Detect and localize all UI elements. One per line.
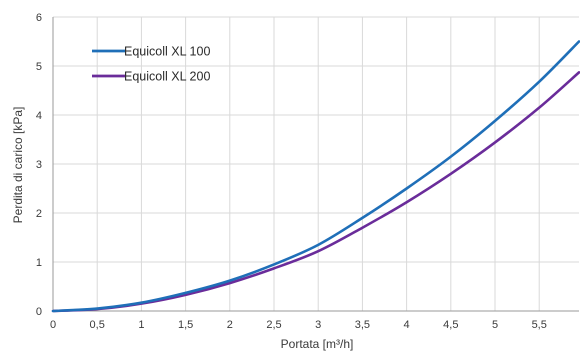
axes: [52, 17, 579, 312]
x-tick-label: 3: [315, 319, 321, 331]
x-tick-label: 4: [404, 319, 410, 331]
legend-label-equicoll-xl-200: Equicoll XL 200: [124, 70, 210, 84]
x-tick-label: 4,5: [443, 319, 458, 331]
y-tick-labels: 0 1 2 3 4 5 6: [36, 12, 42, 318]
x-tick-label: 0,5: [90, 319, 105, 331]
x-axis-title: Portata [m³/h]: [281, 337, 354, 351]
series-line-equicoll-xl-200: [51, 71, 580, 313]
y-tick-label: 0: [36, 306, 42, 318]
x-tick-label: 0: [50, 319, 56, 331]
x-tick-label: 1,5: [178, 319, 193, 331]
series-line-equicoll-xl-100: [51, 40, 580, 313]
legend: Equicoll XL 100 Equicoll XL 200: [92, 45, 210, 84]
y-tick-label: 5: [36, 61, 42, 73]
x-tick-label: 2,5: [266, 319, 281, 331]
y-axis-title: Perdita di carico [kPa]: [11, 107, 25, 224]
x-tick-label: 5,5: [532, 319, 547, 331]
y-tick-label: 2: [36, 208, 42, 220]
y-tick-label: 1: [36, 257, 42, 269]
grid: [53, 16, 579, 311]
y-tick-label: 4: [36, 110, 42, 122]
y-tick-label: 6: [36, 12, 42, 24]
legend-label-equicoll-xl-100: Equicoll XL 100: [124, 45, 210, 59]
x-tick-label: 2: [227, 319, 233, 331]
x-tick-label: 1: [138, 319, 144, 331]
x-tick-label: 3,5: [355, 319, 370, 331]
y-tick-label: 3: [36, 159, 42, 171]
x-tick-labels: 0 0,5 1 1,5 2 2,5 3 3,5 4 4,5 5 5,5: [50, 319, 547, 331]
x-tick-label: 5: [492, 319, 498, 331]
series-lines: [51, 40, 580, 313]
